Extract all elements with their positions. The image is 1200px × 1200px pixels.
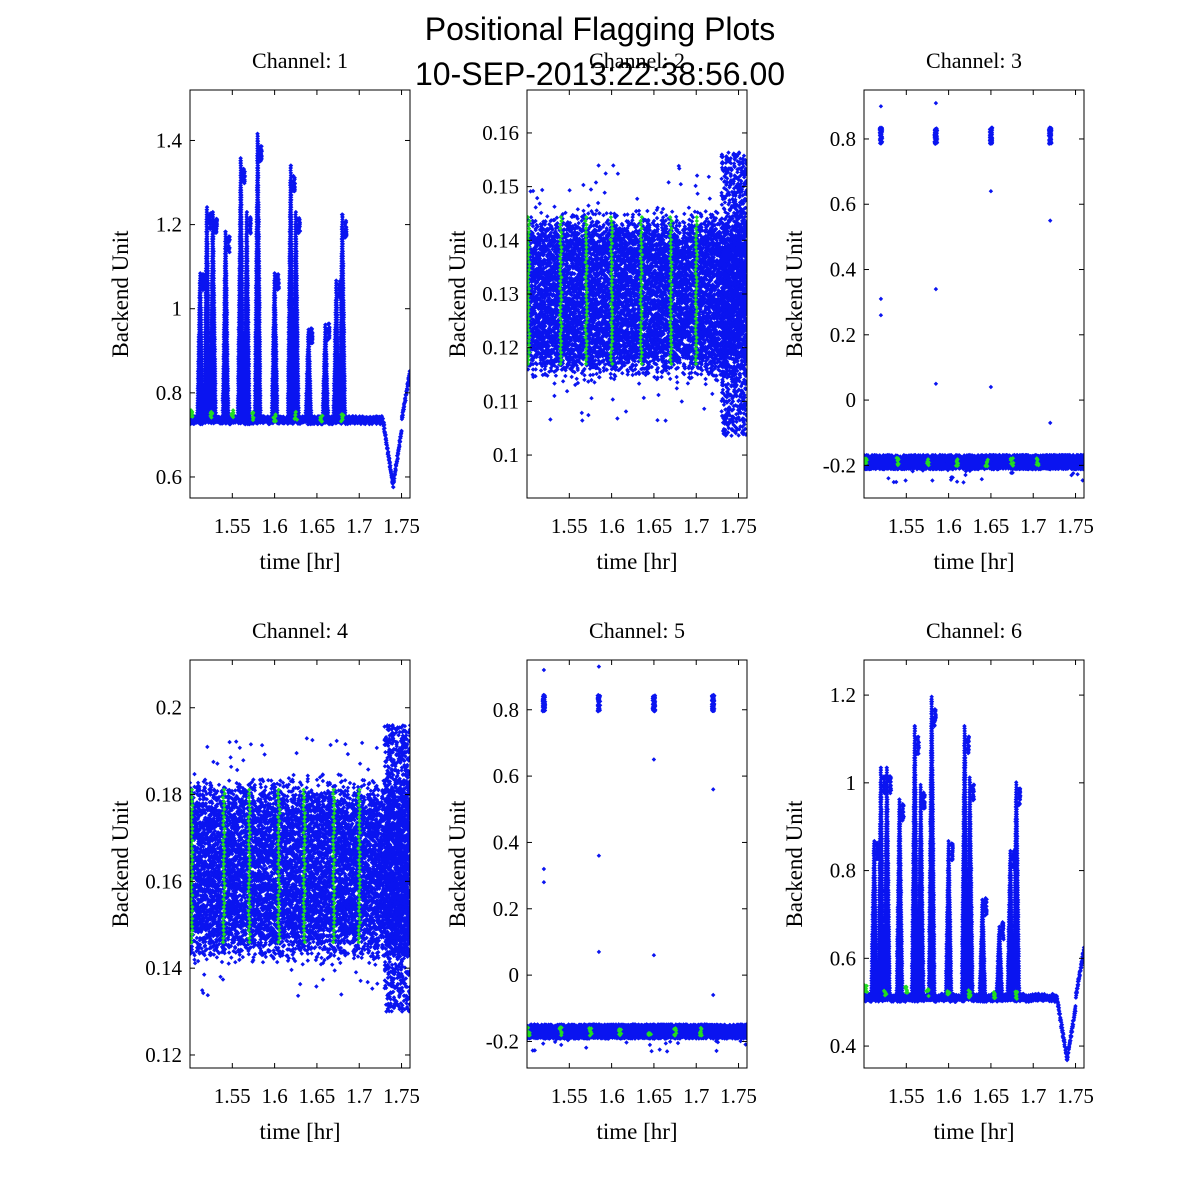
y-tick-label: -0.2 [486, 1029, 519, 1053]
x-tick-label: 1.55 [551, 1084, 588, 1108]
subplot-title: Channel: 3 [926, 48, 1022, 73]
x-tick-label: 1.65 [299, 514, 336, 538]
y-tick-label: 0.16 [482, 121, 519, 145]
y-tick-label: 0.13 [482, 282, 519, 306]
x-tick-label: 1.7 [683, 1084, 709, 1108]
y-tick-label: -0.2 [823, 453, 856, 477]
x-tick-label: 1.65 [973, 1084, 1010, 1108]
y-tick-label: 0.14 [145, 956, 182, 980]
y-tick-label: 0 [846, 388, 857, 412]
y-axis-label: Backend Unit [108, 800, 133, 928]
x-tick-label: 1.55 [888, 514, 925, 538]
y-tick-label: 0.6 [156, 465, 182, 489]
x-tick-label: 1.7 [1020, 514, 1046, 538]
y-tick-label: 0.1 [493, 443, 519, 467]
y-axis-label: Backend Unit [782, 800, 807, 928]
y-axis-label: Backend Unit [782, 230, 807, 358]
x-axis-label: time [hr] [933, 549, 1014, 574]
y-tick-label: 0.2 [493, 897, 519, 921]
figure-subtitle: 10-SEP-2013:22:38:56.00 [415, 56, 785, 92]
y-tick-label: 1 [846, 771, 857, 795]
x-tick-label: 1.6 [261, 514, 287, 538]
x-tick-label: 1.55 [551, 514, 588, 538]
x-tick-label: 1.55 [214, 1084, 251, 1108]
y-tick-label: 0.16 [145, 869, 182, 893]
y-tick-label: 0.15 [482, 175, 519, 199]
x-tick-label: 1.55 [214, 514, 251, 538]
y-tick-label: 0.8 [830, 859, 856, 883]
y-tick-label: 0.14 [482, 228, 519, 252]
x-tick-label: 1.75 [1057, 1084, 1094, 1108]
y-tick-label: 0.4 [830, 258, 857, 282]
figure-title: Positional Flagging Plots [425, 11, 775, 47]
y-tick-label: 0.4 [493, 830, 520, 854]
subplot-title: Channel: 4 [252, 618, 348, 643]
x-axis-label: time [hr] [933, 1119, 1014, 1144]
y-tick-label: 1.4 [156, 128, 183, 152]
subplot-title: Channel: 5 [589, 618, 685, 643]
y-tick-label: 0.2 [156, 696, 182, 720]
x-axis-label: time [hr] [596, 549, 677, 574]
x-tick-label: 1.65 [636, 1084, 673, 1108]
y-tick-label: 0.12 [482, 336, 519, 360]
y-tick-label: 1 [172, 297, 183, 321]
x-tick-label: 1.75 [720, 514, 757, 538]
x-tick-label: 1.7 [346, 1084, 372, 1108]
subplot-title: Channel: 1 [252, 48, 348, 73]
y-tick-label: 0.11 [483, 389, 519, 413]
y-axis-label: Backend Unit [108, 230, 133, 358]
y-axis-label: Backend Unit [445, 230, 470, 358]
x-tick-label: 1.55 [888, 1084, 925, 1108]
x-tick-label: 1.6 [935, 514, 961, 538]
y-tick-label: 0.4 [830, 1034, 857, 1058]
x-tick-label: 1.75 [383, 514, 420, 538]
x-tick-label: 1.65 [299, 1084, 336, 1108]
y-tick-label: 0 [509, 963, 520, 987]
x-tick-label: 1.75 [383, 1084, 420, 1108]
y-tick-label: 0.8 [493, 698, 519, 722]
y-axis-label: Backend Unit [445, 800, 470, 928]
x-axis-label: time [hr] [259, 1119, 340, 1144]
x-axis-label: time [hr] [259, 549, 340, 574]
x-tick-label: 1.65 [973, 514, 1010, 538]
x-tick-label: 1.6 [261, 1084, 287, 1108]
y-tick-label: 0.8 [830, 127, 856, 151]
y-tick-label: 1.2 [156, 213, 182, 237]
x-tick-label: 1.7 [683, 514, 709, 538]
x-tick-label: 1.7 [1020, 1084, 1046, 1108]
y-tick-label: 0.6 [830, 946, 856, 970]
x-axis-label: time [hr] [596, 1119, 677, 1144]
y-tick-label: 0.2 [830, 323, 856, 347]
x-tick-label: 1.6 [598, 514, 624, 538]
x-tick-label: 1.75 [1057, 514, 1094, 538]
y-tick-label: 0.6 [493, 764, 519, 788]
y-tick-label: 0.8 [156, 381, 182, 405]
subplot-title: Channel: 6 [926, 618, 1022, 643]
y-tick-label: 0.18 [145, 783, 182, 807]
y-tick-label: 0.12 [145, 1043, 182, 1067]
x-tick-label: 1.6 [935, 1084, 961, 1108]
x-tick-label: 1.7 [346, 514, 372, 538]
y-tick-label: 0.6 [830, 192, 856, 216]
x-tick-label: 1.6 [598, 1084, 624, 1108]
x-tick-label: 1.75 [720, 1084, 757, 1108]
x-tick-label: 1.65 [636, 514, 673, 538]
y-tick-label: 1.2 [830, 683, 856, 707]
